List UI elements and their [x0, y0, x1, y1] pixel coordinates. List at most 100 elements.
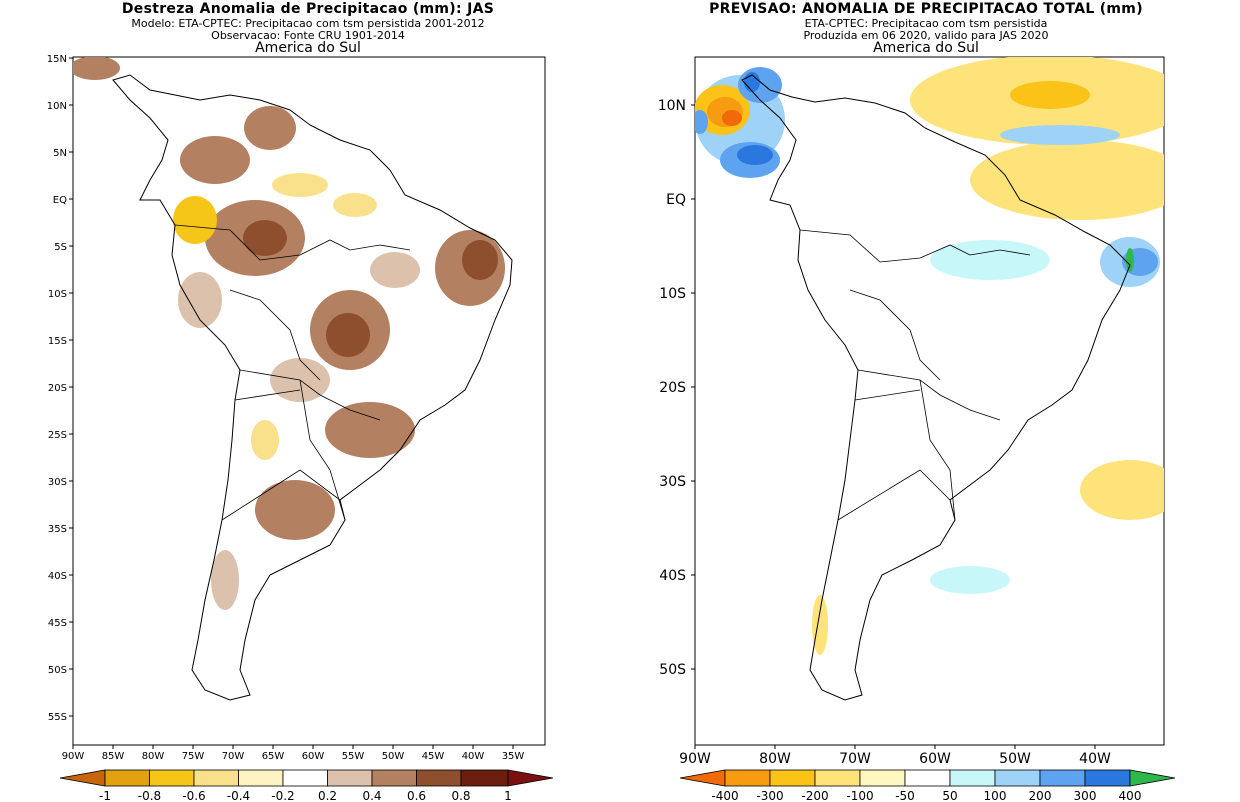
left-lat-label: 15S — [48, 336, 67, 347]
right-lat-label: 50S — [659, 662, 686, 678]
left-lat-label: 20S — [48, 383, 67, 394]
left-lon-label: 70W — [222, 751, 245, 762]
left-lon-labels: 90W 85W 80W 75W 70W 65W 60W 55W 50W 45W … — [62, 751, 525, 762]
left-lon-label: 50W — [382, 751, 405, 762]
left-lat-label: 10N — [47, 101, 67, 112]
left-colorbar-segment — [507, 769, 554, 787]
left-colorbar-label: 0.6 — [407, 789, 426, 802]
right-lat-label: 10N — [658, 98, 686, 114]
left-skill-shading — [73, 57, 505, 610]
left-lat-label: 15N — [47, 54, 67, 65]
left-colorbar-segment — [327, 769, 373, 787]
right-anomaly-shading — [695, 57, 1164, 655]
right-colorbar-label: 400 — [1119, 789, 1142, 802]
left-subtitle-observation: Observacao: Fonte CRU 1901-2014 — [211, 29, 405, 42]
right-lat-label: 40S — [659, 568, 686, 584]
left-subtitle-model: Modelo: ETA-CPTEC: Precipitacao com tsm … — [131, 17, 485, 30]
right-map — [694, 56, 1165, 746]
right-colorbar-segment — [949, 769, 996, 787]
right-lon-label: 90W — [679, 751, 711, 767]
left-lat-label: 35S — [48, 524, 67, 535]
right-lon-labels: 90W 80W 70W 60W 50W 40W — [679, 751, 1111, 767]
left-lat-labels: 15N 10N 5N EQ 5S 10S 15S 20S 25S 30S 35S… — [47, 54, 67, 723]
right-colorbar-segment — [1039, 769, 1086, 787]
right-lon-label: 40W — [1079, 751, 1111, 767]
left-title: Destreza Anomalia de Precipitacao (mm): … — [121, 1, 495, 17]
left-lat-label: 5S — [54, 242, 67, 253]
left-colorbar-segment — [238, 769, 284, 787]
left-colorbar-label: 1 — [504, 789, 512, 802]
right-colorbar-label: -300 — [756, 789, 783, 802]
left-colorbar-label: 0.8 — [451, 789, 470, 802]
left-lat-label: EQ — [53, 195, 67, 206]
left-lon-label: 55W — [342, 751, 365, 762]
left-lat-label: 55S — [48, 712, 67, 723]
left-colorbar — [59, 769, 554, 787]
left-lat-label: 5N — [53, 148, 67, 159]
left-colorbar-label: 0.2 — [318, 789, 337, 802]
right-lat-label: EQ — [666, 192, 686, 208]
left-colorbar-segment — [282, 769, 328, 787]
left-colorbar-segment — [371, 769, 417, 787]
left-colorbar-segment — [149, 769, 195, 787]
right-colorbar-label: 200 — [1029, 789, 1052, 802]
right-subtitle-model: ETA-CPTEC: Precipitacao com tsm persisti… — [804, 17, 1048, 30]
left-colorbar-label: -0.2 — [271, 789, 294, 802]
left-lon-label: 80W — [142, 751, 165, 762]
right-country-borders — [799, 229, 1031, 521]
left-lat-label: 50S — [48, 665, 67, 676]
left-lat-label: 30S — [48, 477, 67, 488]
right-colorbar-label: -50 — [895, 789, 915, 802]
left-lon-label: 85W — [102, 751, 125, 762]
right-colorbar-segment — [994, 769, 1041, 787]
right-lon-label: 50W — [999, 751, 1031, 767]
left-lat-label: 40S — [48, 571, 67, 582]
right-lat-label: 20S — [659, 380, 686, 396]
left-lon-label: 90W — [62, 751, 85, 762]
left-map — [72, 56, 546, 746]
right-lat-labels: 10N EQ 10S 20S 30S 40S 50S — [658, 98, 686, 678]
left-lon-label: 60W — [302, 751, 325, 762]
left-colorbar-segment — [59, 769, 106, 787]
left-lon-label: 40W — [462, 751, 485, 762]
left-map-frame — [72, 56, 546, 746]
left-lon-label: 45W — [422, 751, 445, 762]
left-colorbar-label: -0.6 — [182, 789, 205, 802]
left-colorbar-label: 0.4 — [362, 789, 381, 802]
left-lon-label: 35W — [502, 751, 525, 762]
right-colorbar-label: 300 — [1074, 789, 1097, 802]
right-colorbar-segment — [679, 769, 726, 787]
left-lat-label: 45S — [48, 618, 67, 629]
right-title: PREVISAO: ANOMALIA DE PRECIPITACAO TOTAL… — [709, 1, 1143, 17]
right-colorbar-label: -400 — [711, 789, 738, 802]
right-colorbar-segment — [724, 769, 771, 787]
right-lat-label: 30S — [659, 474, 686, 490]
right-lon-label: 70W — [839, 751, 871, 767]
left-region-label: America do Sul — [255, 40, 361, 56]
left-colorbar-label: -0.8 — [138, 789, 161, 802]
left-lat-label: 10S — [48, 289, 67, 300]
right-colorbar-label: 100 — [984, 789, 1007, 802]
right-colorbar-segment — [1084, 769, 1131, 787]
left-colorbar-label: -1 — [99, 789, 111, 802]
left-lon-label: 75W — [182, 751, 205, 762]
left-axis-ticks — [69, 57, 514, 749]
right-colorbar-segment — [814, 769, 861, 787]
right-colorbar-label: -200 — [801, 789, 828, 802]
right-lat-label: 10S — [659, 286, 686, 302]
left-colorbar-segment — [460, 769, 509, 787]
left-colorbar-labels: -1 -0.8 -0.6 -0.4 -0.2 0.2 0.4 0.6 0.8 1 — [99, 789, 512, 802]
left-colorbar-label: -0.4 — [227, 789, 250, 802]
right-colorbar-segment — [859, 769, 906, 787]
right-subtitle-produced: Produzida em 06 2020, valido para JAS 20… — [803, 29, 1049, 42]
right-lon-label: 80W — [759, 751, 791, 767]
left-colorbar-segment — [104, 769, 150, 787]
left-lon-label: 65W — [262, 751, 285, 762]
right-colorbar-labels: -400 -300 -200 -100 -50 50 100 200 300 4… — [711, 789, 1141, 802]
right-colorbar — [679, 769, 1176, 787]
right-lon-label: 60W — [919, 751, 951, 767]
right-colorbar-segment — [769, 769, 816, 787]
left-colorbar-segment — [416, 769, 462, 787]
left-colorbar-segment — [193, 769, 239, 787]
right-colorbar-label: 50 — [942, 789, 957, 802]
